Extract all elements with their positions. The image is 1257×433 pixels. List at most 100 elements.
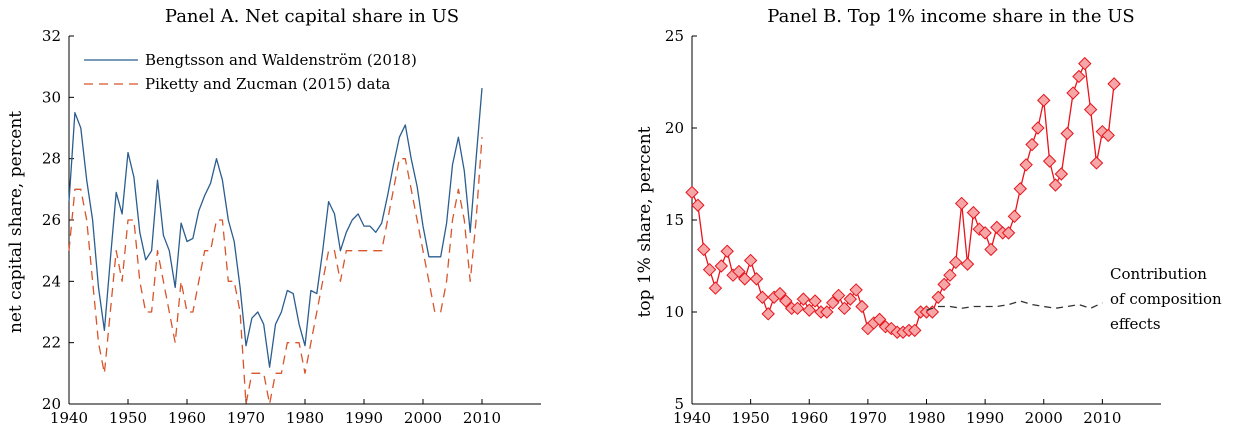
panel-a-y-tick-label: 20 — [42, 395, 61, 413]
panel-b-x-tick-label: 1940 — [673, 409, 711, 427]
panel-a-ylabel: net capital share, percent — [6, 111, 26, 333]
panel-b-data-point — [1042, 154, 1057, 168]
panel-a-chart: Panel A. Net capital share in US net cap… — [6, 6, 541, 427]
panel-b-data-point — [720, 244, 734, 258]
panel-b-data-point — [1066, 86, 1080, 100]
panel-a-series-1-line — [68, 137, 483, 405]
panel-b-series-1-line — [926, 300, 1103, 311]
panel-b-data-point — [1048, 178, 1063, 192]
legend-label-bengtsson: Bengtsson and Waldenström (2018) — [145, 51, 417, 69]
panel-b-data-point — [708, 281, 723, 295]
panel-b-data-point — [1101, 128, 1115, 143]
panel-b-data-point — [984, 242, 998, 257]
panel-b-data-point — [796, 292, 811, 306]
panel-b-data-point — [1019, 158, 1033, 172]
panel-b-data-point — [773, 286, 787, 301]
panel-b-data-point — [808, 294, 822, 308]
panel-b-data-point — [743, 253, 758, 268]
panel-b-data-point — [714, 259, 729, 273]
panel-b-data-point — [702, 262, 717, 277]
panel-a-y-tick-label: 22 — [42, 334, 61, 352]
panel-b-chart: Panel B. Top 1% income share in the US t… — [635, 6, 1222, 427]
panel-b-data-point — [1054, 167, 1069, 181]
panel-b-data-point — [761, 307, 775, 321]
panel-b-y-tick-label: 10 — [665, 303, 684, 321]
panel-b-data-point — [1001, 226, 1016, 240]
panel-b-data-point — [837, 301, 852, 316]
panel-b-data-point — [749, 272, 764, 286]
panel-b-title: Panel B. Top 1% income share in the US — [767, 6, 1134, 27]
panel-b-series-0-line — [691, 62, 1115, 333]
panel-b-data-point — [978, 226, 992, 240]
panel-a-y-tick-label: 26 — [42, 211, 61, 229]
panel-b-data-point — [937, 277, 951, 292]
panel-b-data-point — [1037, 93, 1051, 108]
panel-b-data-point — [855, 299, 869, 314]
panel-a-plot-area: 1940 1950 1960 1970 1980 1990 2000 2010 20 22 24 26… — [42, 27, 541, 427]
panel-a-x-tick-label: 1970 — [227, 409, 265, 427]
panel-b-data-point — [1072, 69, 1086, 84]
panel-a-x-tick-label: 1980 — [286, 409, 324, 427]
panel-b-x-tick-label: 2000 — [1025, 409, 1063, 427]
panel-b-data-point — [755, 290, 770, 304]
panel-b-data-point — [843, 292, 857, 306]
panel-b-data-point — [825, 296, 840, 310]
panel-b-data-point — [691, 198, 705, 212]
panel-b-x-tick-label: 1980 — [907, 409, 945, 427]
panel-b-data-point — [738, 272, 752, 286]
legend-label-piketty: Piketty and Zucman (2015) data — [145, 75, 390, 93]
panel-b-data-point — [1107, 77, 1121, 91]
panel-b-data-point — [1089, 156, 1104, 170]
panel-b-x-tick-label: 1950 — [732, 409, 770, 427]
panel-b-data-point — [1007, 209, 1022, 224]
panel-b-y-tick-label: 25 — [665, 27, 684, 45]
panel-b-x-tick-label: 1990 — [966, 409, 1004, 427]
panel-b-data-point — [802, 303, 816, 317]
panel-b-annotation: Contribution of composition effects — [1110, 265, 1222, 333]
panel-a-x-tick-label: 1950 — [109, 409, 147, 427]
panel-b-plot-area: 1940 1950 1960 1970 1980 1990 2000 2010 5 10 15 20 2… — [665, 27, 1161, 427]
panel-b-data-point — [1031, 121, 1045, 135]
panel-b-data-point — [908, 323, 922, 338]
panel-b-data-point — [697, 242, 711, 257]
panel-a-x-tick-label: 1990 — [345, 409, 383, 427]
panel-b-y-tick-label: 15 — [665, 211, 684, 229]
panel-a-y-tick-label: 28 — [42, 150, 61, 168]
panel-a-y-tick-label: 24 — [42, 272, 61, 290]
panel-b-x-tick-label: 2010 — [1083, 409, 1121, 427]
panel-a-title: Panel A. Net capital share in US — [165, 6, 459, 27]
panel-b-data-point — [931, 290, 945, 304]
annotation-line-3: effects — [1110, 315, 1161, 333]
panel-b-y-tick-label: 20 — [665, 119, 684, 137]
panel-b-data-point — [872, 312, 887, 327]
panel-b-x-tick-label: 1970 — [849, 409, 887, 427]
panel-b-data-point — [1083, 102, 1098, 117]
panel-b-data-point — [954, 196, 969, 211]
panel-b-ylabel: top 1% share, percent — [635, 126, 655, 317]
panel-a-y-tick-label: 32 — [42, 27, 61, 45]
panel-a-x-tick-label: 1960 — [168, 409, 206, 427]
annotation-line-1: Contribution — [1110, 265, 1207, 283]
panel-b-data-point — [790, 301, 805, 316]
panel-a-x-tick-label: 2010 — [463, 409, 501, 427]
panel-b-data-point — [685, 185, 699, 200]
panel-b-y-tick-label: 5 — [674, 395, 684, 413]
panel-b-data-point — [849, 283, 863, 297]
panel-a-x-tick-label: 2000 — [404, 409, 442, 427]
panel-b-data-point — [1025, 137, 1039, 152]
panel-b-data-point — [831, 288, 846, 303]
panel-b-data-point — [960, 257, 975, 271]
panel-a-legend: Bengtsson and Waldenström (2018) Piketty… — [84, 51, 417, 93]
panel-b-data-point — [1060, 126, 1074, 141]
panel-b-data-point — [779, 294, 793, 308]
panel-b-data-point — [1013, 182, 1028, 196]
panel-a-series-0-line — [68, 88, 483, 368]
panel-a-x-tick-label: 1940 — [50, 409, 88, 427]
panel-b-data-point — [732, 264, 746, 279]
panel-b-data-point — [949, 255, 963, 270]
panel-b-data-point — [943, 268, 957, 282]
panel-b-data-point — [820, 305, 834, 319]
panel-a-y-tick-label: 30 — [42, 88, 61, 106]
panel-b-x-tick-label: 1960 — [790, 409, 828, 427]
annotation-line-2: of composition — [1110, 290, 1222, 308]
